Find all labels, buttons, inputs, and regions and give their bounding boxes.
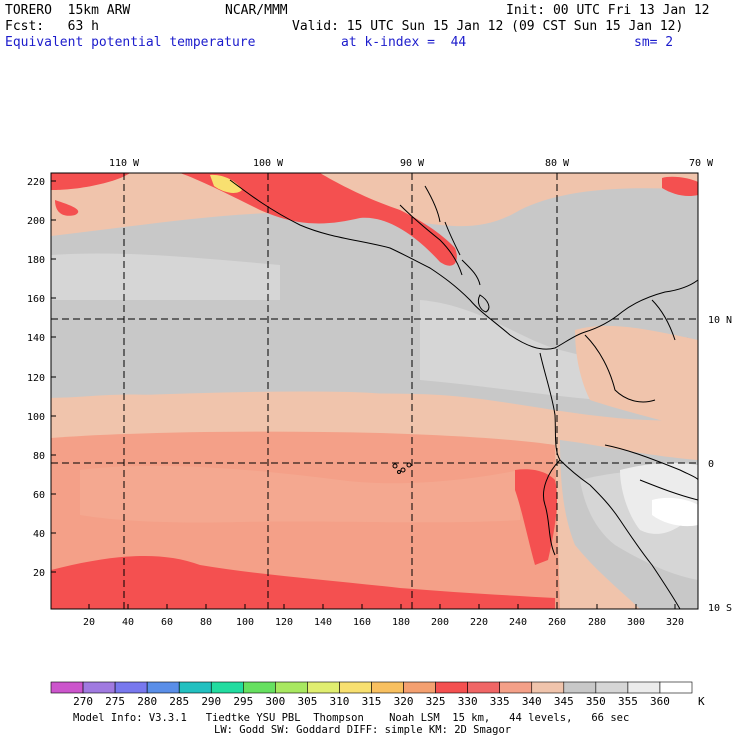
x-tick-label: 300 — [627, 617, 645, 628]
y-tick-label: 60 — [33, 490, 45, 501]
colorbar-swatch — [563, 681, 597, 694]
y-tick-label: 180 — [27, 255, 45, 266]
colorbar-label: 315 — [362, 695, 382, 708]
lat-label: 10 N — [708, 315, 732, 326]
colorbar-label: 280 — [137, 695, 157, 708]
colorbar-swatch — [178, 681, 212, 694]
colorbar-swatch — [403, 681, 436, 694]
colorbar-swatch — [435, 681, 468, 694]
x-tick-label: 140 — [314, 617, 332, 628]
x-tick-label: 100 — [236, 617, 254, 628]
x-tick-label: 220 — [470, 617, 488, 628]
x-tick-label: 60 — [161, 617, 173, 628]
colorbar-swatch — [210, 681, 244, 694]
lon-label: 100 W — [253, 158, 284, 169]
y-tick-label: 20 — [33, 568, 45, 579]
colorbar-label: 290 — [201, 695, 221, 708]
colorbar-swatch — [531, 681, 565, 694]
colorbar-swatch — [50, 681, 84, 694]
y-tick-label: 40 — [33, 529, 45, 540]
colorbar-swatch — [467, 681, 500, 694]
x-tick-label: 280 — [588, 617, 606, 628]
colorbar-swatch — [82, 681, 116, 694]
map-frame — [50, 172, 699, 610]
colorbar-swatch — [146, 681, 180, 694]
colorbar-label: 320 — [394, 695, 414, 708]
colorbar-swatch — [275, 681, 308, 694]
colorbar-label: 300 — [265, 695, 285, 708]
x-tick-label: 320 — [666, 617, 684, 628]
colorbar: 270 275 280 285 290 295 300 305 310 315 320 325 330 3… — [50, 681, 693, 708]
level-info: at k-index = 44 — [341, 35, 467, 50]
colorbar-unit: K — [698, 695, 705, 708]
lon-label: 80 W — [545, 158, 570, 169]
colorbar-label: 350 — [586, 695, 606, 708]
colorbar-label: 330 — [458, 695, 478, 708]
y-tick-label: 80 — [33, 451, 45, 462]
colorbar-swatch — [307, 681, 340, 694]
x-tick-label: 200 — [431, 617, 449, 628]
x-tick-marks — [88, 604, 676, 609]
lon-label: 70 W — [689, 158, 714, 169]
colorbar-swatch — [499, 681, 533, 694]
y-tick-label: 160 — [27, 294, 45, 305]
lon-label: 110 W — [109, 158, 140, 169]
organization: NCAR/MMM — [225, 3, 288, 18]
colorbar-label: 355 — [618, 695, 638, 708]
x-tick-label: 20 — [83, 617, 95, 628]
model-name: TORERO 15km ARW — [5, 3, 131, 18]
x-tick-label: 80 — [200, 617, 212, 628]
colorbar-label: 305 — [297, 695, 317, 708]
colorbar-swatch — [339, 681, 372, 694]
smoothing-info: sm= 2 — [634, 35, 674, 50]
y-tick-label: 120 — [27, 373, 45, 384]
colorbar-label: 285 — [169, 695, 189, 708]
colorbar-label: 325 — [426, 695, 446, 708]
forecast-hour: Fcst: 63 h — [5, 19, 99, 34]
y-tick-marks — [51, 180, 56, 573]
x-tick-label: 120 — [275, 617, 293, 628]
temperature-field — [51, 173, 698, 609]
field-name: Equivalent potential temperature — [5, 35, 256, 50]
x-tick-label: 40 — [122, 617, 134, 628]
colorbar-swatch — [114, 681, 148, 694]
x-tick-label: 240 — [509, 617, 527, 628]
colorbar-label: 295 — [233, 695, 253, 708]
coastlines — [229, 179, 698, 609]
lat-label: 0 — [708, 459, 714, 470]
colorbar-label: 340 — [522, 695, 542, 708]
y-tick-label: 140 — [27, 333, 45, 344]
x-tick-label: 260 — [548, 617, 566, 628]
colorbar-label: 345 — [554, 695, 574, 708]
x-tick-label: 160 — [353, 617, 371, 628]
lon-label: 90 W — [400, 158, 425, 169]
x-tick-label: 180 — [392, 617, 410, 628]
model-info-line-2: LW: Godd SW: Goddard DIFF: simple KM: 2D… — [214, 724, 512, 736]
lat-lon-grid — [51, 173, 698, 609]
y-tick-label: 220 — [27, 177, 45, 188]
valid-time: Valid: 15 UTC Sun 15 Jan 12 (09 CST Sun … — [292, 19, 684, 34]
colorbar-label: 335 — [490, 695, 510, 708]
y-tick-label: 200 — [27, 216, 45, 227]
colorbar-swatch — [627, 681, 661, 694]
model-info-line-1: Model Info: V3.3.1 Tiedtke YSU PBL Thomp… — [73, 712, 630, 724]
colorbar-label: 275 — [105, 695, 125, 708]
y-tick-label: 100 — [27, 412, 45, 423]
colorbar-label: 270 — [73, 695, 93, 708]
lat-label: 10 S — [708, 603, 732, 614]
colorbar-label: 360 — [650, 695, 670, 708]
colorbar-swatch — [595, 681, 629, 694]
colorbar-swatch — [371, 681, 404, 694]
colorbar-swatch — [659, 681, 693, 694]
init-time: Init: 00 UTC Fri 13 Jan 12 — [506, 3, 710, 18]
colorbar-swatch — [243, 681, 276, 694]
colorbar-label: 310 — [330, 695, 350, 708]
